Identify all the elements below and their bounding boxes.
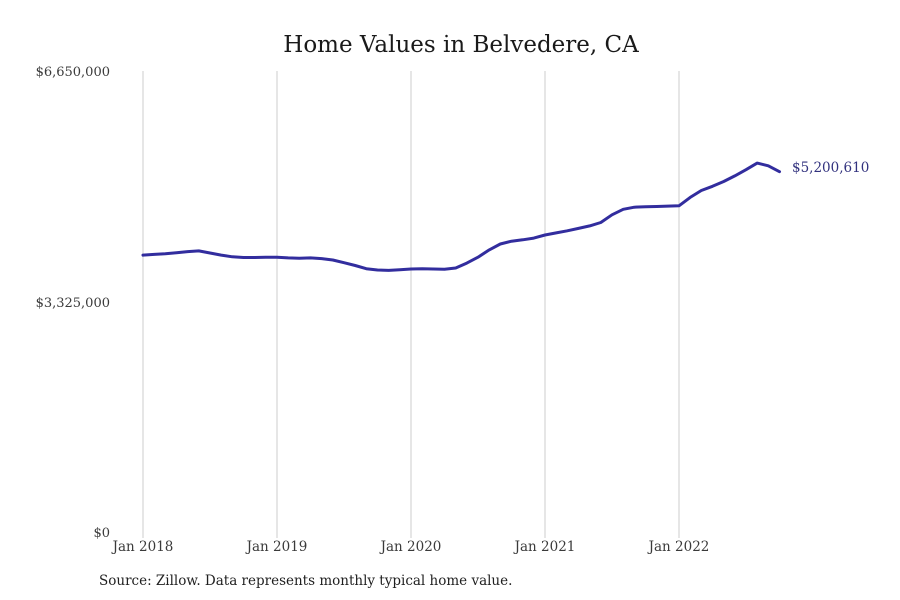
y-tick-max: $6,650,000 [36,65,110,80]
x-tick-jan-2022: Jan 2022 [647,539,710,555]
y-axis-labels: $6,650,000 $3,325,000 $0 [36,65,110,541]
x-tick-jan-2018: Jan 2018 [111,539,174,555]
home-value-line [141,161,781,272]
source-note: Source: Zillow. Data represents monthly … [99,573,512,589]
x-tick-jan-2020: Jan 2020 [379,539,442,555]
current-value-label: $5,200,610 [792,160,869,176]
chart-title: Home Values in Belvedere, CA [283,32,639,58]
x-tick-jan-2021: Jan 2021 [513,539,576,555]
y-tick-zero: $0 [93,526,110,541]
y-tick-mid: $3,325,000 [36,296,110,311]
x-tick-jan-2019: Jan 2019 [245,539,308,555]
gridlines [142,71,680,538]
x-axis-labels: Jan 2018 Jan 2019 Jan 2020 Jan 2021 Jan … [111,539,710,555]
